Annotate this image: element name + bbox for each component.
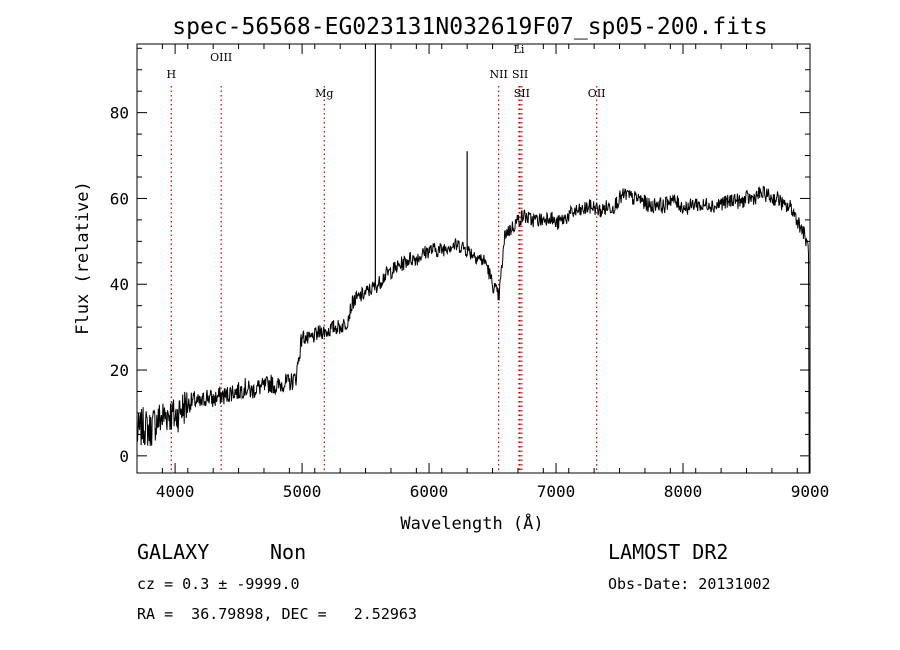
spectrum-line [136, 185, 810, 474]
line-marker-label: SII [514, 87, 530, 100]
obs-date-line: Obs-Date: 20131002 [608, 575, 771, 593]
x-tick-label: 5000 [283, 482, 322, 501]
emission-line-markers: H OIII Mg Li NII SII SII OII [166, 43, 606, 473]
line-marker-label: SII [512, 68, 528, 81]
line-marker-label: OII [588, 87, 606, 100]
x-tick-label: 4000 [156, 482, 195, 501]
x-axis-label: Wavelength (Å) [400, 512, 543, 534]
class-label: GALAXY [137, 540, 210, 564]
x-tick-label: 7000 [537, 482, 576, 501]
radec-line: RA = 36.79898, DEC = 2.52963 [137, 605, 417, 623]
x-tick-label: 6000 [410, 482, 449, 501]
x-tick-label: 8000 [664, 482, 703, 501]
line-marker-label: OIII [210, 51, 232, 64]
y-tick-label: 80 [110, 104, 129, 123]
y-tick-label: 0 [119, 447, 129, 466]
y-axis-label: Flux (relative) [73, 181, 93, 335]
line-marker-label: NII [489, 68, 507, 81]
x-tick-label: 9000 [791, 482, 830, 501]
subclass-label: Non [270, 540, 307, 564]
spectrum-series [136, 44, 810, 474]
line-marker-label: Li [514, 43, 525, 56]
y-tick-label: 40 [110, 275, 129, 294]
line-marker-label: Mg [315, 87, 333, 100]
line-marker-label: H [166, 68, 176, 81]
redshift-line: cz = 0.3 ± -9999.0 [137, 575, 300, 593]
y-tick-label: 20 [110, 361, 129, 380]
chart-title: spec-56568-EG023131N032619F07_sp05-200.f… [172, 14, 767, 40]
y-tick-label: 60 [110, 189, 129, 208]
survey-label: LAMOST DR2 [608, 540, 729, 564]
axes: 4000 5000 6000 7000 8000 9000 0 20 40 60 80 [110, 43, 830, 501]
plot-frame [136, 43, 811, 474]
